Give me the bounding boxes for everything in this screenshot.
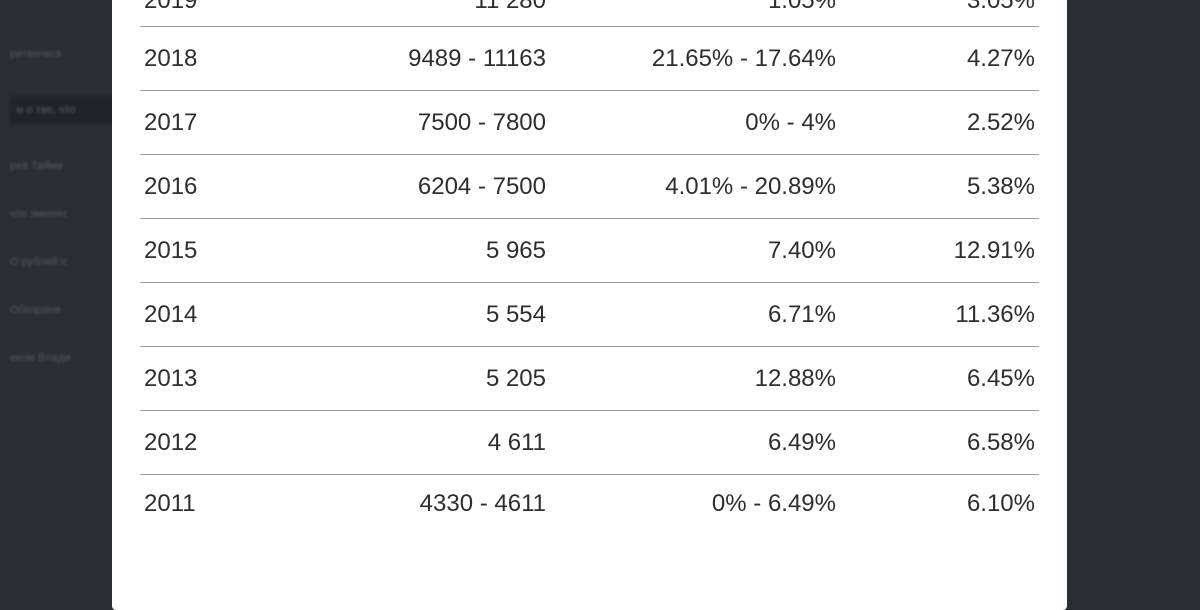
cell-value: 9489 - 11163 (295, 26, 550, 90)
cell-percent1: 0% - 4% (550, 90, 840, 154)
table-row: 2013 5 205 12.88% 6.45% (140, 346, 1039, 410)
table-row: 2016 6204 - 7500 4.01% - 20.89% 5.38% (140, 154, 1039, 218)
cell-percent2: 6.45% (840, 346, 1039, 410)
cell-percent2: 4.27% (840, 26, 1039, 90)
data-table: 2019 11 280 1.05% 3.05% 2018 9489 - 1116… (140, 0, 1039, 511)
sidebar-item[interactable]: Обозрани (10, 304, 115, 316)
cell-percent2: 12.91% (840, 218, 1039, 282)
sidebar-item-label: м о тве, что (16, 104, 76, 116)
cell-percent1: 4.01% - 20.89% (550, 154, 840, 218)
cell-year: 2015 (140, 218, 295, 282)
sidebar-item-label: что зменян (10, 208, 67, 220)
table-row: 2014 5 554 6.71% 11.36% (140, 282, 1039, 346)
sidebar-item[interactable]: ритенческ (10, 48, 115, 60)
table-row: 2012 4 611 6.49% 6.58% (140, 410, 1039, 474)
cell-year: 2017 (140, 90, 295, 154)
cell-percent1: 1.05% (550, 0, 840, 26)
cell-percent2: 5.38% (840, 154, 1039, 218)
sidebar-item-label: ритенческ (10, 48, 62, 60)
sidebar: ритенческ м о тве, что рев Тайме что зме… (0, 0, 115, 600)
cell-year: 2016 (140, 154, 295, 218)
cell-value: 6204 - 7500 (295, 154, 550, 218)
cell-percent2: 6.10% (840, 474, 1039, 511)
cell-percent1: 0% - 6.49% (550, 474, 840, 511)
sidebar-item[interactable]: что зменян (10, 208, 115, 220)
data-card: 2019 11 280 1.05% 3.05% 2018 9489 - 1116… (112, 0, 1067, 610)
sidebar-item[interactable]: м о тве, что (10, 96, 115, 124)
cell-year: 2014 (140, 282, 295, 346)
cell-year: 2013 (140, 346, 295, 410)
cell-year: 2018 (140, 26, 295, 90)
cell-value: 7500 - 7800 (295, 90, 550, 154)
table-row: 2017 7500 - 7800 0% - 4% 2.52% (140, 90, 1039, 154)
cell-value: 5 554 (295, 282, 550, 346)
cell-percent2: 11.36% (840, 282, 1039, 346)
table-row: 2018 9489 - 11163 21.65% - 17.64% 4.27% (140, 26, 1039, 90)
sidebar-item-label: еком Влади (10, 352, 70, 364)
cell-year: 2019 (140, 0, 295, 26)
table-row: 2011 4330 - 4611 0% - 6.49% 6.10% (140, 474, 1039, 511)
cell-year: 2012 (140, 410, 295, 474)
cell-value: 5 205 (295, 346, 550, 410)
table-row: 2019 11 280 1.05% 3.05% (140, 0, 1039, 26)
cell-percent1: 6.71% (550, 282, 840, 346)
sidebar-item-label: рев Тайме (10, 160, 63, 172)
cell-year: 2011 (140, 474, 295, 511)
cell-percent1: 12.88% (550, 346, 840, 410)
cell-percent1: 7.40% (550, 218, 840, 282)
cell-value: 11 280 (295, 0, 550, 26)
sidebar-item[interactable]: рев Тайме (10, 160, 115, 172)
sidebar-item-label: О рублей н (10, 256, 67, 268)
cell-value: 4 611 (295, 410, 550, 474)
cell-value: 5 965 (295, 218, 550, 282)
right-strip (1065, 0, 1200, 600)
cell-percent2: 3.05% (840, 0, 1039, 26)
sidebar-item-label: Обозрани (10, 304, 60, 316)
cell-percent1: 21.65% - 17.64% (550, 26, 840, 90)
sidebar-item[interactable]: О рублей н (10, 256, 115, 268)
cell-percent2: 2.52% (840, 90, 1039, 154)
table-row: 2015 5 965 7.40% 12.91% (140, 218, 1039, 282)
cell-percent2: 6.58% (840, 410, 1039, 474)
cell-percent1: 6.49% (550, 410, 840, 474)
sidebar-item[interactable]: еком Влади (10, 352, 115, 364)
cell-value: 4330 - 4611 (295, 474, 550, 511)
